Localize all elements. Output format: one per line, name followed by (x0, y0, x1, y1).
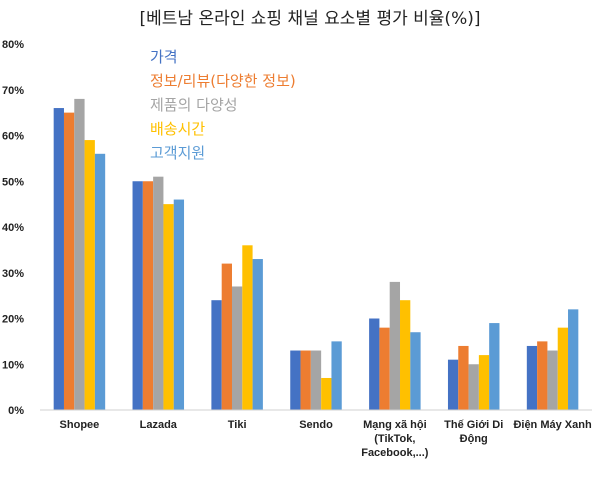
x-category-label: Thế Giới Di Động (444, 419, 503, 445)
x-category-label: Sendo (299, 419, 333, 431)
bar (547, 350, 558, 410)
x-category-label: Lazada (140, 419, 178, 431)
y-tick-label: 10% (2, 359, 24, 371)
x-category-label: Mạng xã hội (TikTok, Facebook,...) (361, 419, 429, 459)
x-axis: Shopee Lazada Tiki Sendo Mạng xã hội (TikTok,… (40, 409, 592, 459)
bar (53, 108, 64, 411)
legend-entry: 배송시간 (150, 120, 205, 138)
legend-entry: 고객지원 (150, 144, 205, 162)
legend-entry: 가격 (150, 48, 178, 66)
bar (468, 364, 479, 410)
bar (526, 345, 538, 410)
bar (310, 350, 322, 410)
y-tick-label: 20% (2, 314, 24, 326)
x-category-label: Điện Máy Xanh (513, 419, 592, 431)
y-tick-label: 0% (8, 405, 24, 417)
y-tick-label: 80% (2, 39, 24, 51)
bar (163, 204, 174, 410)
bar (63, 112, 75, 410)
bar (132, 181, 143, 410)
bar (84, 140, 95, 410)
bar (557, 327, 569, 410)
bar (321, 377, 332, 410)
bar (153, 176, 164, 410)
bar (537, 341, 548, 410)
y-axis: 0% 10% 20% 30% 40% 50% 60% 70% 80% (2, 39, 24, 417)
legend-entry: 정보/리뷰(다양한 정보) (150, 72, 296, 90)
bar (74, 98, 85, 411)
bar (290, 350, 301, 410)
bar (300, 350, 311, 410)
bar (568, 309, 579, 410)
bar (211, 300, 222, 410)
bar (369, 318, 380, 410)
bar (410, 332, 421, 410)
bar (242, 245, 253, 410)
bar (331, 341, 342, 410)
bar (447, 359, 459, 410)
bar (379, 327, 390, 410)
x-category-label: Shopee (60, 419, 100, 431)
bar (478, 355, 490, 410)
x-category-label: Tiki (228, 419, 247, 431)
bar (231, 286, 243, 410)
bar (142, 181, 154, 410)
bars (53, 98, 579, 411)
bar (458, 345, 469, 410)
bar (221, 263, 232, 410)
bar (252, 259, 263, 410)
legend-entry: 제품의 다양성 (150, 96, 238, 114)
bar (389, 281, 401, 410)
bar (94, 153, 106, 411)
y-tick-label: 50% (2, 176, 24, 188)
bar (173, 199, 185, 410)
y-tick-label: 30% (2, 268, 24, 280)
bar (400, 300, 411, 410)
y-tick-label: 60% (2, 131, 24, 143)
y-tick-label: 40% (2, 222, 24, 234)
bar (489, 323, 500, 410)
chart-title: [베트남 온라인 쇼핑 채널 요소별 평가 비율(%)] (140, 9, 481, 29)
y-tick-label: 70% (2, 85, 24, 97)
